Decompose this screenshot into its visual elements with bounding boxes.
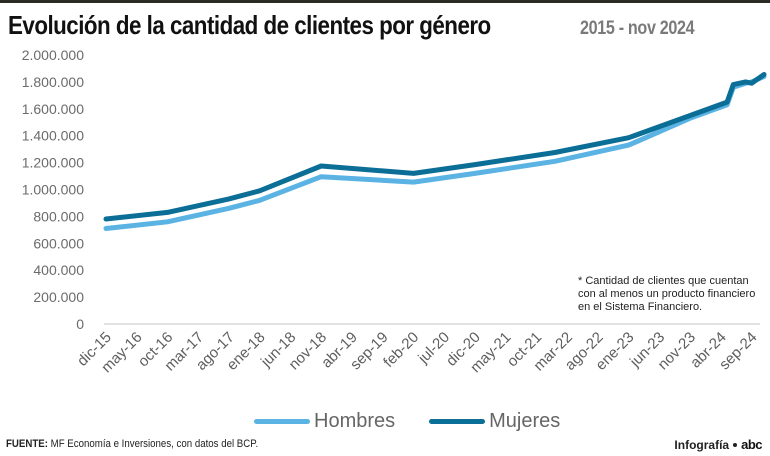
- y-tick-label: 2.000.000: [22, 47, 84, 63]
- x-axis: dic-15may-16oct-16mar-17ago-17ene-18jun-…: [74, 329, 761, 376]
- y-tick-label: 1.000.000: [22, 182, 84, 198]
- y-tick-label: 1.200.000: [22, 155, 84, 171]
- source-credit: FUENTE: MF Economía e Inversiones, con d…: [6, 438, 258, 450]
- x-tick-label: feb-20: [380, 329, 422, 371]
- separator-dot-icon: [733, 442, 738, 447]
- chart-subtitle: 2015 - nov 2024: [580, 18, 695, 39]
- series-group: [103, 72, 767, 231]
- legend-swatch-mujeres: [429, 419, 486, 424]
- legend-label-hombres: Hombres: [314, 410, 396, 432]
- y-tick-label: 1.400.000: [22, 128, 84, 144]
- y-tick-label: 600.000: [33, 235, 84, 251]
- top-border: [0, 0, 770, 3]
- chart-title: Evolución de la cantidad de clientes por…: [8, 10, 491, 40]
- line-chart: 0 200.000 400.000 600.000 800.000 1.000.000 1.…: [22, 47, 767, 376]
- chart-title-container: Evolución de la cantidad de clientes por…: [8, 10, 569, 41]
- legend-item-mujeres: Mujeres: [429, 410, 560, 433]
- footnote-annotation: * Cantidad de clientes que cuentan con a…: [578, 275, 756, 313]
- y-tick-label: 0: [76, 316, 84, 332]
- y-tick-label: 400.000: [33, 262, 84, 278]
- source-text: MF Economía e Inversiones, con datos del…: [47, 438, 259, 450]
- y-axis: 0 200.000 400.000 600.000 800.000 1.000.000 1.…: [22, 47, 85, 332]
- y-tick-label: 200.000: [33, 289, 84, 305]
- abc-logo: abc: [741, 437, 762, 452]
- infografia-label: Infografía: [674, 437, 730, 452]
- y-tick-label: 1.600.000: [22, 101, 84, 117]
- brand-credit: Infografía abc: [674, 437, 762, 452]
- source-label: FUENTE:: [6, 438, 48, 450]
- series-line-mujeres: [103, 72, 767, 222]
- legend-swatch-hombres: [254, 419, 310, 424]
- legend-label-mujeres: Mujeres: [489, 410, 561, 432]
- legend: Hombres Mujeres: [254, 410, 560, 433]
- legend-item-hombres: Hombres: [254, 410, 395, 433]
- y-tick-label: 1.800.000: [22, 74, 84, 90]
- y-tick-label: 800.000: [33, 208, 84, 224]
